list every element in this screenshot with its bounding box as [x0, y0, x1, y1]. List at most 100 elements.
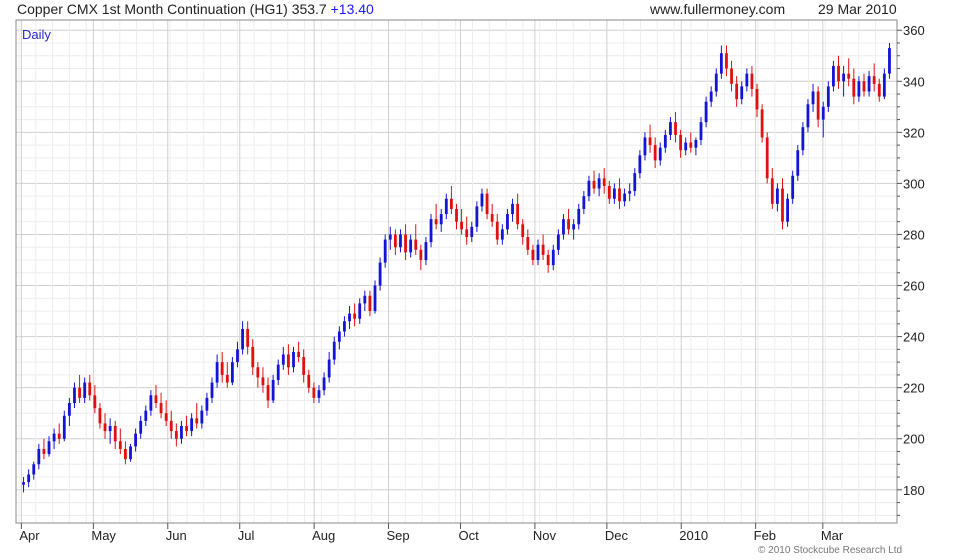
candle: [663, 129, 667, 153]
candle: [271, 374, 275, 403]
candle: [302, 349, 306, 383]
candle: [149, 390, 153, 416]
candle-body: [796, 150, 800, 176]
candle: [867, 71, 871, 97]
candle: [847, 58, 851, 87]
candle: [450, 185, 453, 215]
candle: [745, 68, 749, 92]
candle-body: [658, 147, 662, 161]
candle: [251, 339, 255, 375]
candle-body: [791, 175, 795, 199]
instrument-name: Copper CMX 1st Month Continuation (HG1): [17, 1, 288, 17]
candle: [327, 351, 331, 383]
candle: [801, 122, 805, 156]
candle: [393, 229, 397, 255]
candle-body: [556, 234, 560, 250]
candle: [67, 397, 71, 426]
candle: [118, 428, 122, 455]
candle: [781, 178, 784, 230]
candle-body: [185, 425, 188, 432]
candle: [113, 420, 117, 449]
candle: [98, 402, 102, 429]
candle: [266, 377, 270, 409]
candle-body: [210, 382, 214, 398]
candle: [821, 101, 825, 138]
candle-body: [612, 188, 616, 199]
candle: [694, 137, 698, 156]
candle-body: [730, 68, 733, 84]
candle: [195, 402, 199, 429]
candle-body: [750, 73, 754, 89]
candle-body: [618, 188, 621, 202]
candle-body: [877, 83, 881, 97]
candle: [246, 321, 250, 355]
candle: [872, 63, 876, 92]
candle: [526, 229, 530, 255]
candle: [826, 81, 830, 112]
candle-body: [205, 397, 209, 411]
candle: [628, 183, 632, 202]
candle: [674, 111, 677, 143]
candle-body: [551, 249, 555, 266]
candle: [419, 244, 423, 271]
candle-body: [735, 83, 739, 100]
candle-body: [73, 387, 76, 403]
candle-body: [821, 106, 825, 120]
candle: [725, 45, 728, 77]
y-tick-label: 360: [903, 23, 925, 38]
candle: [27, 469, 31, 488]
candle-body: [368, 295, 372, 312]
candle-body: [872, 76, 876, 84]
candle: [704, 96, 708, 128]
candle-body: [684, 142, 688, 151]
candle-body: [719, 53, 723, 74]
candle-body: [429, 219, 433, 243]
candle-body: [485, 193, 489, 215]
candle: [78, 374, 81, 403]
candle-body: [271, 380, 275, 401]
candle: [22, 477, 25, 493]
candle-body: [312, 387, 316, 398]
candle-body: [602, 178, 606, 186]
candle: [714, 68, 718, 97]
candle: [556, 229, 560, 255]
candle-body: [118, 441, 122, 449]
candle: [806, 99, 810, 133]
candle-body: [67, 402, 71, 416]
candle: [735, 76, 739, 107]
candle: [180, 420, 183, 444]
candle-body: [404, 234, 407, 253]
candle-body: [867, 76, 871, 92]
candle-body: [562, 219, 565, 235]
candle: [521, 219, 525, 245]
candle: [444, 193, 448, 220]
candle-body: [225, 374, 229, 383]
price-change: +13.40: [330, 1, 374, 17]
candle: [567, 208, 570, 235]
candle: [32, 461, 36, 480]
candle-body: [378, 262, 382, 286]
candle: [169, 410, 173, 439]
candle: [297, 341, 301, 363]
candle-body: [108, 425, 112, 432]
copyright-notice: © 2010 Stockcube Research Ltd: [758, 545, 903, 556]
candle-body: [582, 196, 586, 209]
candle-body: [399, 234, 402, 248]
candle: [536, 239, 540, 266]
candle-body: [740, 86, 744, 100]
candle: [363, 290, 367, 312]
candle-body: [760, 109, 764, 138]
candle-body: [638, 155, 642, 174]
y-tick-label: 340: [903, 74, 925, 89]
candle-body: [261, 377, 265, 386]
candle: [592, 170, 596, 194]
candle: [174, 423, 178, 447]
x-tick-label: May: [91, 528, 116, 543]
candle-body: [623, 193, 626, 202]
site-url[interactable]: www.fullermoney.com: [650, 1, 786, 17]
candle-body: [521, 224, 525, 238]
y-tick-label: 240: [903, 330, 925, 345]
candle: [541, 234, 545, 261]
candle-body: [32, 464, 36, 475]
candle: [368, 290, 372, 317]
